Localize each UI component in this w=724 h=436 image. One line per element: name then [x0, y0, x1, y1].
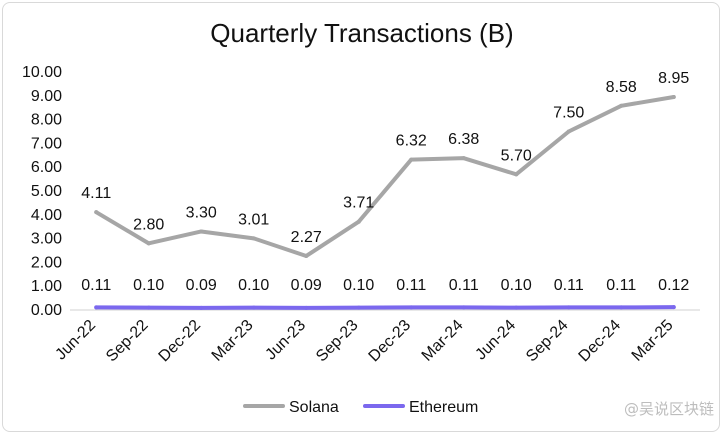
data-label: 0.10 — [343, 277, 374, 294]
data-point — [199, 229, 204, 234]
data-point — [461, 305, 466, 310]
data-label: 0.11 — [554, 277, 584, 294]
data-label: 2.80 — [133, 216, 164, 233]
data-point — [671, 94, 676, 99]
x-tick-label: Dec-22 — [156, 317, 205, 366]
data-label: 6.38 — [448, 131, 479, 148]
x-tick-label: Mar-23 — [209, 317, 257, 365]
data-label: 0.11 — [81, 277, 111, 294]
legend-label-ethereum: Ethereum — [409, 399, 478, 416]
chart-title: Quarterly Transactions (B) — [210, 18, 513, 48]
y-tick-label: 8.00 — [31, 112, 62, 129]
data-label: 4.11 — [81, 185, 111, 202]
data-label: 8.58 — [606, 79, 637, 96]
data-point — [94, 210, 99, 215]
x-tick-label: Mar-24 — [419, 317, 467, 365]
x-tick-label: Sep-24 — [523, 317, 572, 366]
x-tick-label: Sep-22 — [103, 317, 152, 366]
data-label: 3.01 — [238, 211, 269, 228]
data-label: 0.11 — [606, 277, 636, 294]
data-point — [94, 305, 99, 310]
data-point — [146, 241, 151, 246]
y-tick-label: 2.00 — [31, 254, 62, 271]
data-label: 0.09 — [291, 277, 322, 294]
legend: Solana Ethereum — [243, 399, 478, 416]
y-tick-label: 3.00 — [31, 231, 62, 248]
data-label: 8.95 — [658, 70, 689, 87]
series-layer — [94, 94, 676, 310]
data-label: 0.10 — [501, 277, 532, 294]
y-tick-label: 7.00 — [31, 135, 62, 152]
x-tick-label: Jun-22 — [52, 317, 99, 364]
data-point — [409, 305, 414, 310]
data-point — [566, 129, 571, 134]
axes: 0.00 1.00 2.00 3.00 4.00 5.00 6.00 7.00 8.00 9.00… — [22, 64, 700, 365]
y-tick-label: 10.00 — [22, 64, 62, 81]
series-line-ethereum — [94, 305, 676, 310]
data-point — [199, 305, 204, 310]
legend-label-solana: Solana — [289, 399, 339, 416]
y-tick-label: 5.00 — [31, 183, 62, 200]
data-point — [356, 305, 361, 310]
data-label: 6.32 — [396, 133, 427, 150]
data-point — [619, 305, 624, 310]
data-point — [409, 157, 414, 162]
data-point — [356, 219, 361, 224]
y-tick-label: 4.00 — [31, 207, 62, 224]
x-tick-label: Dec-24 — [576, 317, 625, 366]
x-tick-label: Jun-23 — [262, 317, 309, 364]
data-point — [461, 156, 466, 161]
data-label: 3.71 — [343, 195, 374, 212]
data-label: 5.70 — [501, 147, 532, 164]
data-point — [671, 305, 676, 310]
data-point — [251, 305, 256, 310]
data-point — [251, 236, 256, 241]
data-label: 0.11 — [449, 277, 479, 294]
data-label: 2.27 — [291, 229, 322, 246]
data-point — [146, 305, 151, 310]
y-tick-label: 0.00 — [31, 302, 62, 319]
series-line-solana — [94, 94, 676, 258]
y-tick-label: 6.00 — [31, 159, 62, 176]
data-label: 7.50 — [553, 105, 584, 122]
x-tick-label: Sep-23 — [313, 317, 362, 366]
data-point — [619, 103, 624, 108]
data-point — [514, 305, 519, 310]
data-point — [304, 253, 309, 258]
y-tick-label: 9.00 — [31, 88, 62, 105]
watermark: @吴说区块链 — [624, 400, 714, 418]
x-tick-label: Dec-23 — [366, 317, 415, 366]
x-tick-label: Mar-25 — [629, 317, 677, 365]
data-label: 0.10 — [238, 277, 269, 294]
data-label: 0.10 — [133, 277, 164, 294]
data-labels: 4.11 2.80 3.30 3.01 2.27 3.71 6.32 6.38 5.70 7.50… — [81, 70, 689, 294]
x-tick-label: Jun-24 — [472, 317, 519, 364]
data-point — [566, 305, 571, 310]
data-label: 0.11 — [396, 277, 426, 294]
data-label: 0.12 — [658, 277, 689, 294]
data-label: 3.30 — [186, 204, 217, 221]
data-point — [514, 172, 519, 177]
y-tick-label: 1.00 — [31, 278, 62, 295]
data-label: 0.09 — [186, 277, 217, 294]
data-point — [304, 305, 309, 310]
